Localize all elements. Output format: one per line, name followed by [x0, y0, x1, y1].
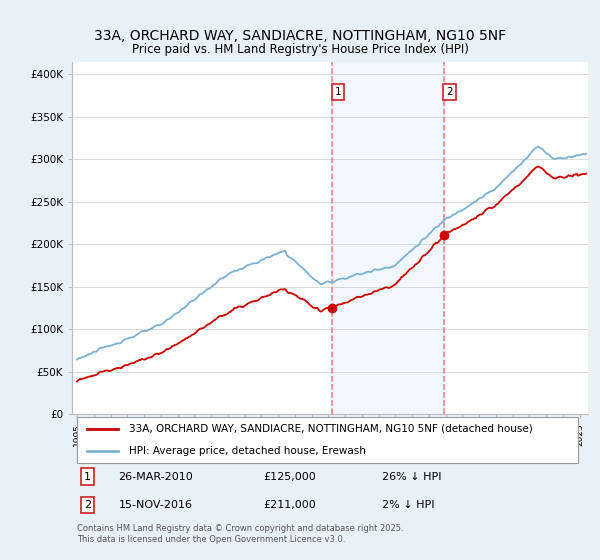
- Text: 2: 2: [84, 500, 91, 510]
- Text: 1: 1: [335, 87, 341, 97]
- Text: 26-MAR-2010: 26-MAR-2010: [118, 472, 193, 482]
- Text: Contains HM Land Registry data © Crown copyright and database right 2025.
This d: Contains HM Land Registry data © Crown c…: [77, 524, 404, 544]
- Text: £125,000: £125,000: [263, 472, 316, 482]
- Text: Price paid vs. HM Land Registry's House Price Index (HPI): Price paid vs. HM Land Registry's House …: [131, 43, 469, 56]
- Text: 33A, ORCHARD WAY, SANDIACRE, NOTTINGHAM, NG10 5NF: 33A, ORCHARD WAY, SANDIACRE, NOTTINGHAM,…: [94, 29, 506, 44]
- Text: 2: 2: [446, 87, 453, 97]
- Text: 2% ↓ HPI: 2% ↓ HPI: [382, 500, 434, 510]
- Text: 1: 1: [84, 472, 91, 482]
- Text: 33A, ORCHARD WAY, SANDIACRE, NOTTINGHAM, NG10 5NF (detached house): 33A, ORCHARD WAY, SANDIACRE, NOTTINGHAM,…: [129, 423, 533, 433]
- Text: £211,000: £211,000: [263, 500, 316, 510]
- Text: 26% ↓ HPI: 26% ↓ HPI: [382, 472, 441, 482]
- Text: HPI: Average price, detached house, Erewash: HPI: Average price, detached house, Erew…: [129, 446, 365, 456]
- Bar: [332, 62, 443, 414]
- Text: 15-NOV-2016: 15-NOV-2016: [118, 500, 193, 510]
- FancyBboxPatch shape: [77, 417, 578, 463]
